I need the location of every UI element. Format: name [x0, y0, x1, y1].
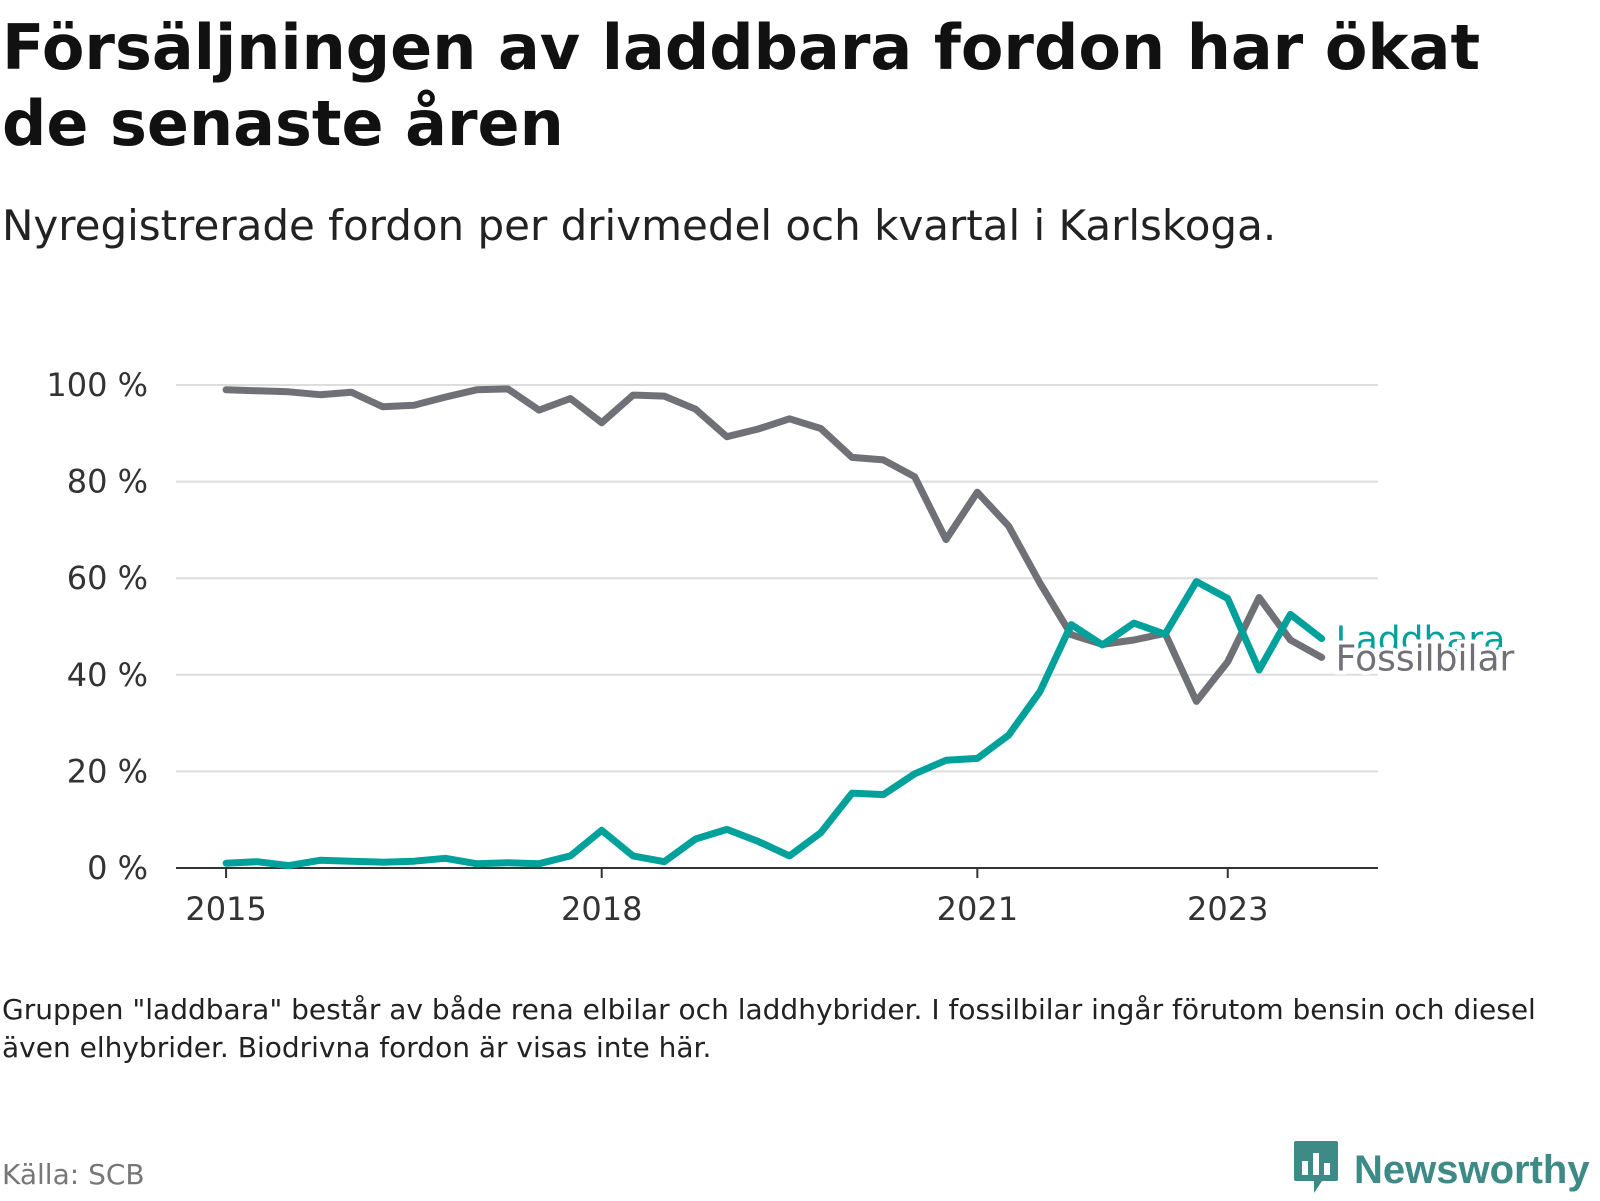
series-label-fossilbilar: Fossilbilar — [1336, 638, 1515, 679]
bar-chart-speech-bubble-icon — [1292, 1139, 1340, 1201]
chart-footnote: Gruppen "laddbara" består av både rena e… — [2, 993, 1536, 1064]
y-tick-label: 80 % — [67, 463, 148, 501]
y-axis-ticks: 0 % 20 % 40 % 60 % 80 % 100 % — [46, 366, 148, 887]
y-tick-label: 0 % — [87, 849, 148, 887]
brand-logo[interactable]: Newsworthy — [1292, 1140, 1590, 1200]
y-tick-label: 40 % — [67, 656, 148, 694]
y-tick-label: 20 % — [67, 752, 148, 790]
series-line-laddbara — [222, 578, 1326, 870]
source-credit: Källa: SCB — [2, 1158, 145, 1191]
line-chart: 0 % 20 % 40 % 60 % 80 % 100 % 2015 2018 2021 202… — [46, 366, 1519, 928]
y-tick-label: 60 % — [67, 559, 148, 597]
x-tick-label: 2015 — [185, 890, 266, 928]
series-label-laddbara: Laddbara — [1336, 620, 1506, 661]
x-tick-label: 2023 — [1187, 890, 1268, 928]
series-line-fossilbilar — [222, 385, 1326, 705]
chart-title: Försäljningen av laddbara fordon har öka… — [2, 11, 1481, 160]
series-layer — [222, 385, 1326, 870]
x-tick-label: 2021 — [937, 890, 1018, 928]
x-axis-ticks: 2015 2018 2021 2023 — [185, 868, 1268, 928]
brand-name: Newsworthy — [1354, 1147, 1590, 1192]
chart-subtitle: Nyregistrerade fordon per drivmedel och … — [2, 201, 1277, 250]
x-tick-label: 2018 — [561, 890, 642, 928]
gridlines — [176, 384, 1378, 773]
y-tick-label: 100 % — [46, 366, 148, 404]
